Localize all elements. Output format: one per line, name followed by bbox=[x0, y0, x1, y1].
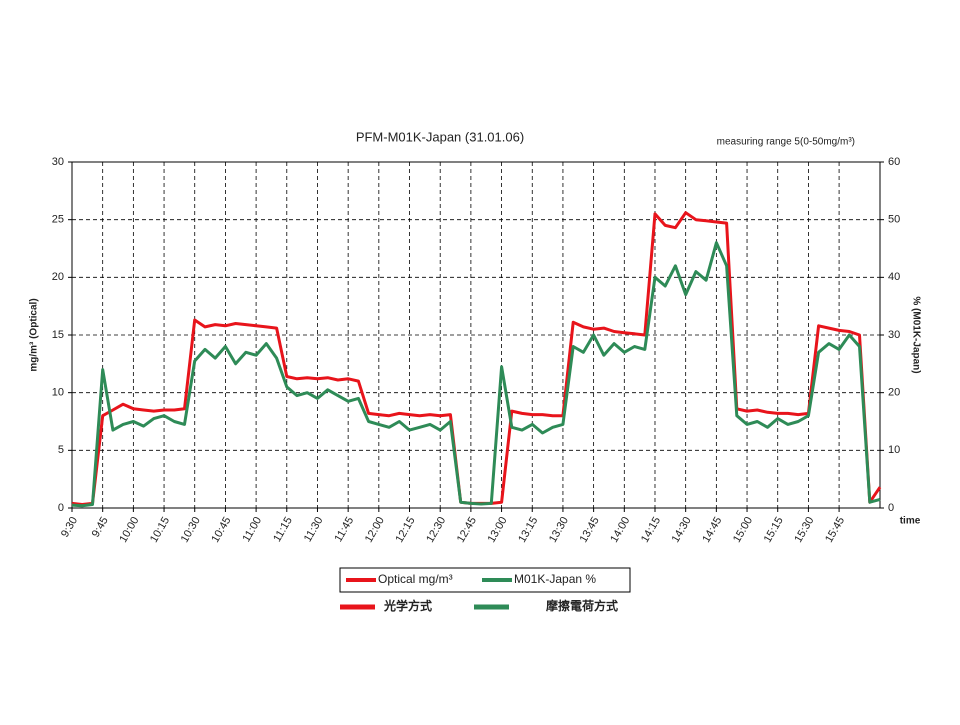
x-tick-label: 12:30 bbox=[424, 515, 448, 545]
y-axis-label: mg/m³ (Optical) bbox=[29, 298, 40, 371]
chart-title: PFM-M01K-Japan (31.01.06) bbox=[356, 129, 524, 144]
y2-tick-label: 50 bbox=[888, 214, 900, 226]
x-tick-label: 9:45 bbox=[90, 515, 111, 540]
y2-tick-label: 20 bbox=[888, 387, 900, 399]
y-tick-label: 25 bbox=[52, 214, 64, 226]
x-tick-label: 15:30 bbox=[792, 515, 816, 545]
legend-note: 光学方式 bbox=[383, 598, 432, 613]
x-tick-label: 14:30 bbox=[670, 515, 694, 545]
x-tick-label: 10:00 bbox=[117, 515, 141, 545]
legend-label: M01K-Japan % bbox=[514, 572, 596, 586]
x-tick-label: 9:30 bbox=[59, 515, 80, 540]
series-line bbox=[71, 241, 881, 508]
y-tick-label: 20 bbox=[52, 271, 64, 283]
y-tick-label: 30 bbox=[52, 156, 64, 168]
legend-note: 摩擦電荷方式 bbox=[546, 598, 618, 613]
x-tick-label: 15:45 bbox=[823, 515, 847, 545]
y2-tick-label: 0 bbox=[888, 502, 894, 514]
y2-tick-label: 60 bbox=[888, 156, 900, 168]
x-tick-label: 13:30 bbox=[547, 515, 571, 545]
x-tick-label: 14:00 bbox=[608, 515, 632, 545]
x-tick-label: 12:15 bbox=[393, 515, 417, 545]
x-tick-label: 13:00 bbox=[486, 515, 510, 545]
x-tick-label: 13:15 bbox=[516, 515, 540, 545]
x-tick-label: 14:15 bbox=[639, 515, 663, 545]
y-tick-label: 15 bbox=[52, 329, 64, 341]
y2-tick-label: 10 bbox=[888, 444, 900, 456]
x-tick-label: 15:15 bbox=[762, 515, 786, 545]
x-tick-label: 13:45 bbox=[578, 515, 602, 545]
x-tick-label: 11:00 bbox=[240, 515, 264, 544]
x-tick-label: 12:45 bbox=[455, 515, 479, 545]
x-tick-label: 10:30 bbox=[179, 515, 203, 545]
y2-axis-label: % (M01K-Japan) bbox=[910, 296, 921, 373]
plot-frame bbox=[71, 161, 881, 509]
x-tick-label: 12:00 bbox=[363, 515, 387, 545]
x-tick-label: 14:45 bbox=[700, 515, 724, 545]
x-tick-label: 11:30 bbox=[302, 515, 326, 544]
y2-tick-label: 30 bbox=[888, 329, 900, 341]
y-tick-label: 10 bbox=[52, 387, 64, 399]
x-tick-label: 11:15 bbox=[271, 515, 295, 544]
y-tick-label: 5 bbox=[58, 444, 64, 456]
chart-subtitle: measuring range 5(0-50mg/m³) bbox=[717, 137, 855, 148]
x-axis-label: time bbox=[900, 516, 921, 527]
series-line bbox=[71, 211, 882, 506]
x-tick-label: 11:45 bbox=[333, 515, 357, 544]
y2-tick-label: 40 bbox=[888, 271, 900, 283]
legend-label: Optical mg/m³ bbox=[378, 572, 453, 586]
x-tick-label: 10:15 bbox=[148, 515, 172, 545]
x-tick-label: 15:00 bbox=[731, 515, 755, 545]
y-tick-label: 0 bbox=[58, 502, 64, 514]
x-tick-label: 10:45 bbox=[209, 515, 233, 545]
